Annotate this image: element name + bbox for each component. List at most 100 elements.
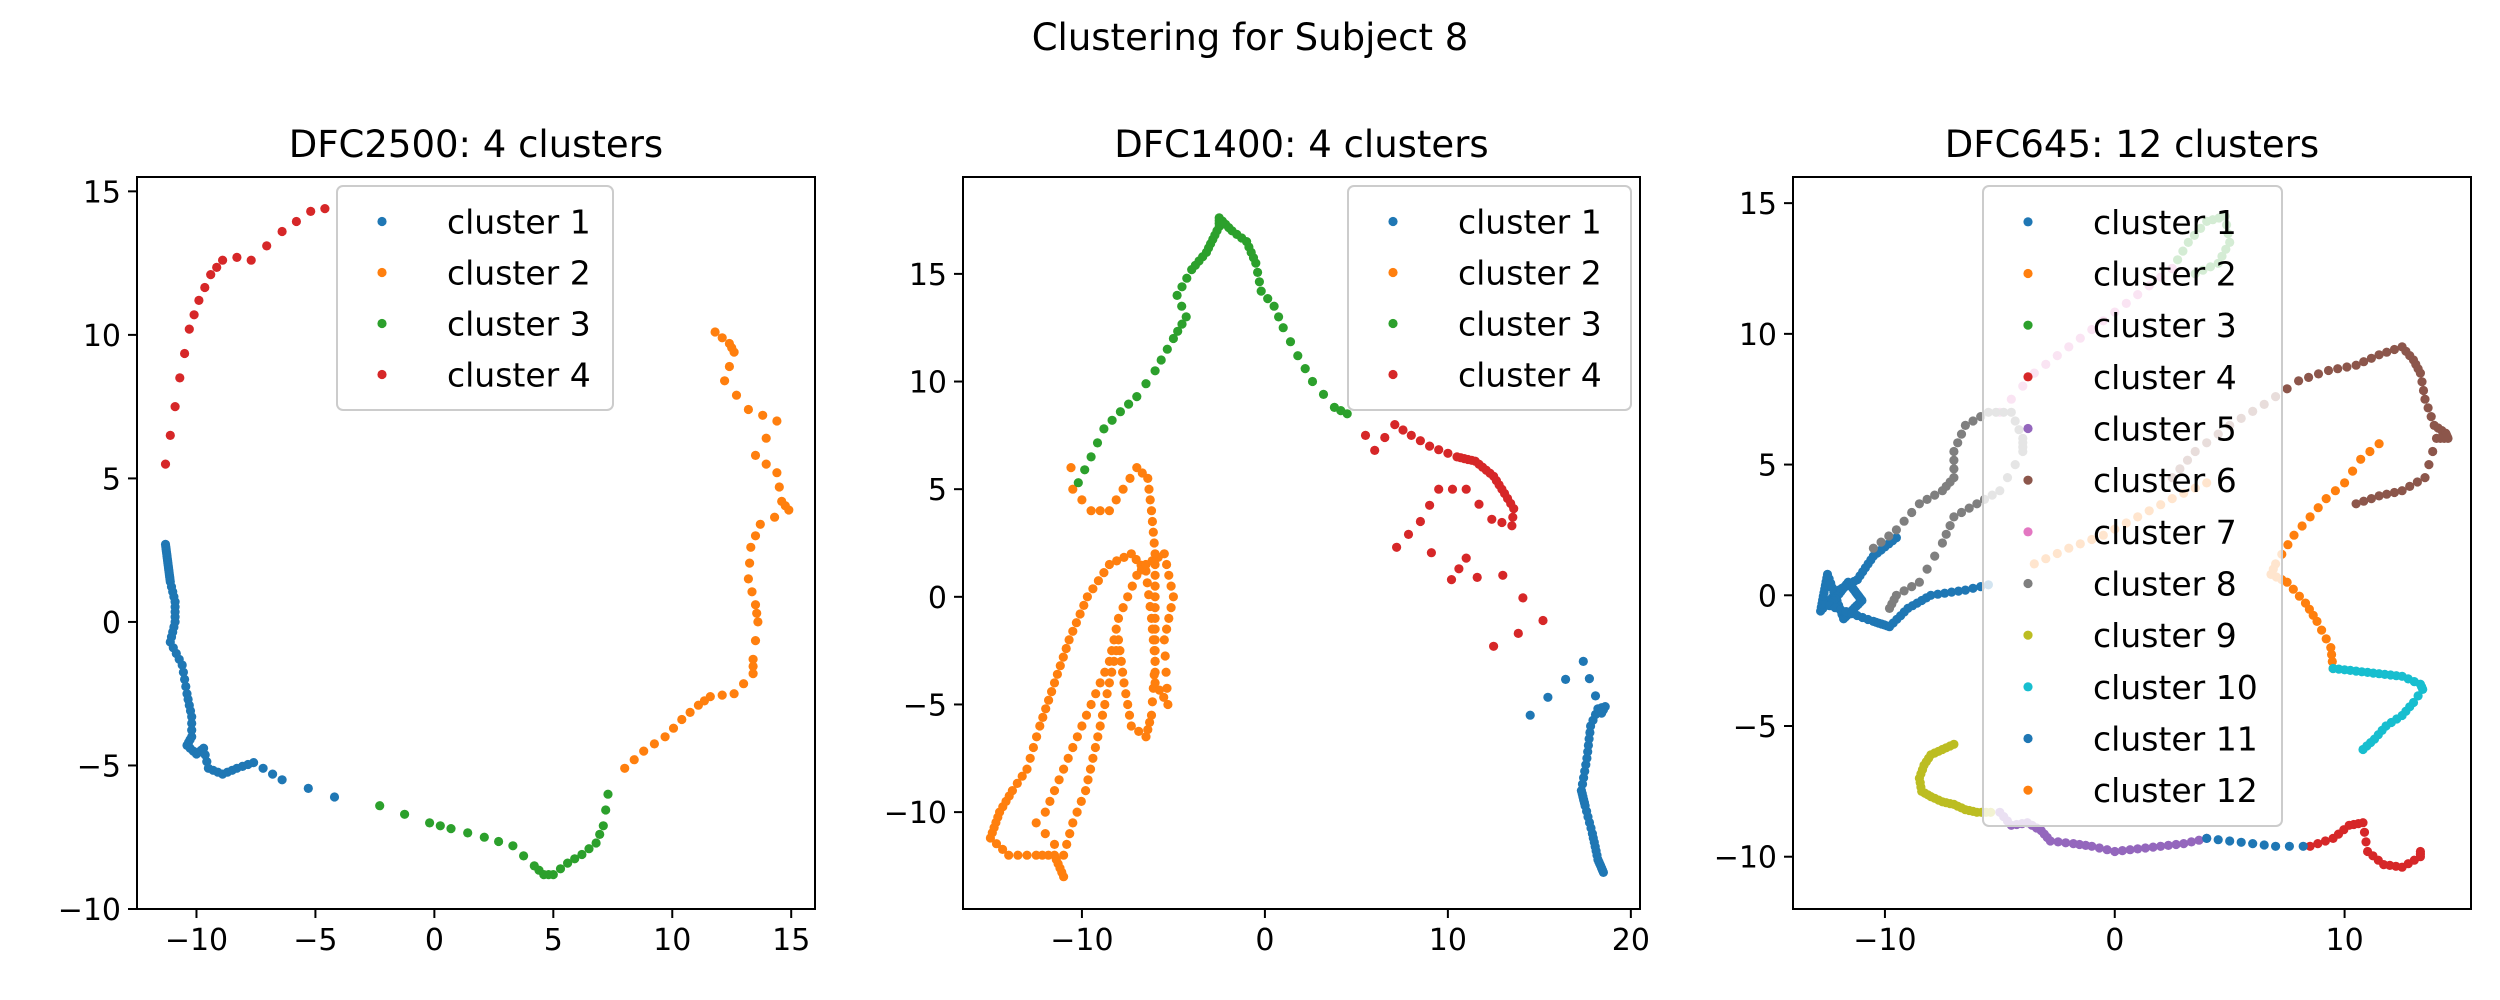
data-point <box>2359 827 2370 837</box>
data-point <box>2321 494 2331 504</box>
data-point <box>2417 377 2427 387</box>
data-point <box>306 206 316 216</box>
data-point <box>1038 712 1048 723</box>
data-point <box>2431 433 2442 443</box>
data-point <box>1013 850 1023 860</box>
data-point <box>1141 379 1151 389</box>
data-point <box>1868 543 1878 553</box>
x-tick-label: 0 <box>2105 923 2124 958</box>
legend-label: cluster 10 <box>2093 668 2258 707</box>
legend-marker <box>1388 318 1398 329</box>
data-point <box>1945 521 1955 531</box>
series-4 <box>1360 420 1548 651</box>
data-point <box>1150 667 1160 677</box>
data-point <box>1081 786 1091 796</box>
data-point <box>277 226 287 237</box>
data-point <box>1090 742 1100 753</box>
data-point <box>1059 850 1069 860</box>
legend: cluster 1 cluster 2 cluster 3 cluster 4 <box>336 185 614 411</box>
data-point <box>784 505 794 515</box>
data-point <box>180 348 190 359</box>
data-point <box>1095 506 1105 516</box>
series-1 <box>1525 656 1610 878</box>
y-tick-label: 5 <box>928 473 947 508</box>
data-point <box>1461 484 1471 494</box>
data-point <box>1972 499 1982 509</box>
data-point <box>1093 576 1103 586</box>
data-point <box>1949 455 1959 465</box>
data-point <box>1933 589 1943 599</box>
panel-dfc2500: DFC2500: 4 clusters −10 −5 0 5 10 15 −10 −5 0 5 10 1… <box>58 123 816 958</box>
data-point <box>1035 721 1045 731</box>
data-point <box>1947 587 1957 597</box>
data-point <box>1434 484 1444 494</box>
data-point <box>1159 549 1169 559</box>
data-point <box>2424 460 2434 470</box>
legend-box <box>1347 185 1632 411</box>
data-point <box>2397 486 2407 496</box>
data-point <box>1960 585 1970 595</box>
data-point <box>1049 839 1060 850</box>
data-point <box>1922 494 1932 504</box>
data-point <box>1159 635 1169 645</box>
data-point <box>1073 478 1083 488</box>
data-point <box>187 718 197 729</box>
data-point <box>1150 549 1160 559</box>
legend-label: cluster 3 <box>1458 305 1602 344</box>
data-point <box>1063 753 1073 763</box>
data-point <box>1538 615 1548 626</box>
data-point <box>2284 841 2294 851</box>
data-point <box>2313 369 2324 379</box>
legend-marker <box>377 318 387 329</box>
data-point <box>2125 845 2135 855</box>
x-tick-label: 10 <box>653 923 691 958</box>
data-point <box>1132 463 1142 473</box>
series-9 <box>1914 739 1996 817</box>
data-point <box>1168 333 1178 344</box>
data-point <box>1899 586 1909 596</box>
legend-marker <box>2023 527 2033 537</box>
data-point <box>1044 695 1054 705</box>
data-point <box>748 654 758 664</box>
data-point <box>1040 829 1050 839</box>
data-point <box>1107 415 1117 425</box>
data-point <box>1118 667 1128 677</box>
data-point <box>2171 839 2181 850</box>
data-point <box>1968 583 1978 593</box>
data-point <box>1907 582 1917 592</box>
series-11 <box>2202 833 2308 851</box>
data-point <box>2418 684 2428 695</box>
data-point <box>1960 420 1970 430</box>
data-point <box>2361 837 2371 847</box>
data-point <box>601 805 611 815</box>
data-point <box>1116 656 1126 667</box>
data-point <box>177 660 187 670</box>
data-point <box>1380 432 1390 443</box>
data-point <box>1068 626 1078 636</box>
data-point <box>2359 496 2369 506</box>
data-point <box>1125 473 1135 483</box>
y-tick-label: 15 <box>83 175 121 210</box>
data-point <box>1150 592 1160 602</box>
data-point <box>2366 494 2376 504</box>
data-point <box>1119 678 1129 688</box>
data-point <box>1066 463 1076 473</box>
legend-label: cluster 1 <box>447 203 591 242</box>
data-point <box>1104 559 1114 570</box>
data-point <box>2140 843 2150 853</box>
y-tick-label: 0 <box>102 606 121 641</box>
data-point <box>2163 840 2173 851</box>
data-point <box>1269 301 1279 311</box>
data-point <box>2418 385 2429 396</box>
data-point <box>1150 570 1160 580</box>
data-point <box>1150 613 1160 624</box>
data-point <box>1251 258 1261 268</box>
data-point <box>603 789 613 799</box>
legend-label: cluster 4 <box>447 356 591 395</box>
data-point <box>1161 667 1171 677</box>
data-point <box>1095 678 1105 688</box>
data-point <box>1143 725 1153 735</box>
data-point <box>1012 778 1022 789</box>
data-point <box>2415 368 2425 378</box>
